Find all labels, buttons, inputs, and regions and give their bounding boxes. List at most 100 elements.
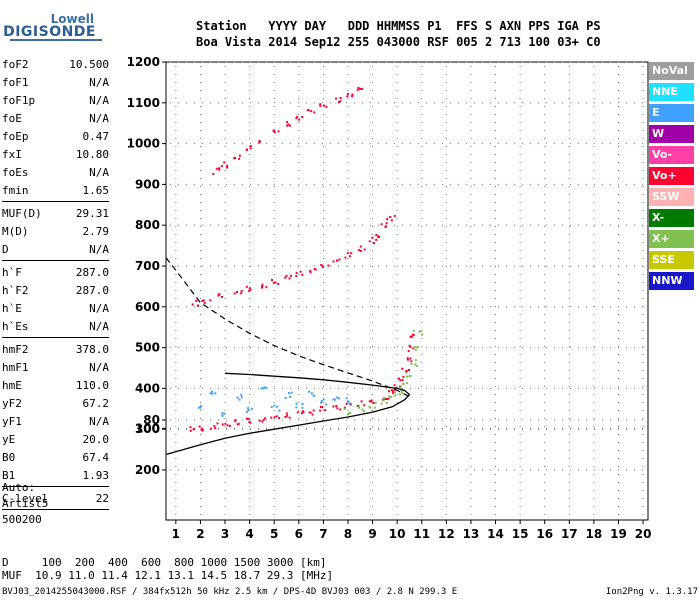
echo-point bbox=[358, 249, 361, 252]
param-value: N/A bbox=[89, 301, 109, 315]
header-row1: Station YYYY DAY DDD HHMMSS P1 FFS S AXN… bbox=[196, 19, 601, 33]
electron-density-profile bbox=[165, 372, 411, 456]
legend-item: X- bbox=[649, 209, 694, 227]
echo-point bbox=[363, 248, 366, 251]
echo-point bbox=[309, 271, 312, 274]
echo-point bbox=[385, 401, 388, 404]
echo-point bbox=[302, 410, 305, 413]
echo-point bbox=[404, 370, 407, 373]
y-tick-label: 80 bbox=[143, 413, 160, 427]
param-label: foE bbox=[2, 111, 22, 125]
param-label: yF1 bbox=[2, 414, 22, 428]
param-row: foF1p N/A bbox=[2, 91, 109, 109]
param-row: C-level 22 bbox=[2, 489, 109, 507]
echo-point bbox=[215, 167, 218, 170]
echo-point bbox=[262, 386, 265, 389]
param-value: 1.65 bbox=[82, 183, 110, 197]
param-label: h`F2 bbox=[2, 283, 29, 297]
echo-point bbox=[383, 396, 386, 399]
echo-point bbox=[406, 382, 409, 385]
param-value: 29.31 bbox=[75, 206, 109, 220]
echo-point bbox=[321, 266, 324, 269]
param-value: N/A bbox=[89, 165, 109, 179]
echo-point bbox=[399, 379, 402, 382]
echo-point bbox=[336, 396, 339, 399]
logo-underline bbox=[10, 39, 102, 41]
echo-point bbox=[272, 281, 275, 284]
echo-point bbox=[264, 417, 267, 420]
param-value: N/A bbox=[89, 360, 109, 374]
echo-point bbox=[289, 274, 292, 277]
echo-point bbox=[223, 161, 226, 164]
x-tick-label: 2 bbox=[196, 527, 204, 541]
echo-point bbox=[258, 141, 261, 144]
echo-point bbox=[295, 274, 298, 277]
echo-point bbox=[400, 389, 403, 392]
echo-point bbox=[298, 118, 301, 121]
x-tick-label: 14 bbox=[487, 527, 504, 541]
echo-point bbox=[270, 405, 273, 408]
echo-point bbox=[240, 396, 243, 399]
echo-point bbox=[402, 375, 405, 378]
echo-point bbox=[313, 268, 316, 271]
legend-item: SSE bbox=[649, 251, 694, 269]
param-value: 1.93 bbox=[82, 468, 110, 482]
param-row: hmF1 N/A bbox=[2, 358, 109, 376]
param-row: D N/A bbox=[2, 240, 109, 258]
echo-point bbox=[211, 392, 214, 395]
station-header: Station YYYY DAY DDD HHMMSS P1 FFS S AXN… bbox=[196, 18, 601, 50]
param-value: 67.2 bbox=[82, 396, 110, 410]
y-tick-label: 500 bbox=[135, 341, 160, 355]
echo-point bbox=[218, 293, 221, 296]
echo-point bbox=[356, 405, 359, 408]
logo-line2: DIGISONDE bbox=[3, 24, 96, 40]
param-value: 10.80 bbox=[75, 147, 109, 161]
echo-point bbox=[321, 264, 324, 267]
echo-point bbox=[373, 406, 376, 409]
param-separator bbox=[2, 337, 109, 338]
echo-point bbox=[296, 411, 299, 414]
file-info-bar: BVJ03_2014255043000.RSF / 384fx512h 50 k… bbox=[2, 587, 698, 597]
echo-point bbox=[332, 260, 335, 263]
echo-point bbox=[312, 409, 315, 412]
echo-point bbox=[265, 387, 268, 390]
echo-point bbox=[274, 281, 277, 284]
echo-point bbox=[233, 292, 236, 295]
echo-point bbox=[238, 157, 241, 160]
x-tick-label: 12 bbox=[438, 527, 455, 541]
echo-point bbox=[270, 416, 273, 419]
echo-point bbox=[358, 405, 361, 408]
echo-point bbox=[308, 411, 311, 414]
echo-point bbox=[388, 390, 391, 393]
echo-point bbox=[410, 335, 413, 338]
echo-point bbox=[324, 403, 327, 406]
param-label: yE bbox=[2, 432, 16, 446]
param-label: h`Es bbox=[2, 319, 29, 333]
echo-point bbox=[322, 398, 325, 401]
echo-point bbox=[401, 378, 404, 381]
echo-point bbox=[288, 395, 291, 398]
param-label: D bbox=[2, 242, 9, 256]
echo-point bbox=[210, 390, 213, 393]
echo-point bbox=[406, 375, 409, 378]
echo-point bbox=[301, 406, 304, 409]
echo-point bbox=[409, 345, 412, 348]
param-value: 378.0 bbox=[75, 342, 109, 356]
echo-point bbox=[284, 276, 287, 279]
echo-point bbox=[214, 392, 217, 395]
echo-point bbox=[201, 429, 204, 432]
echo-point bbox=[390, 219, 393, 222]
echo-point bbox=[313, 111, 316, 114]
echo-point bbox=[247, 418, 250, 421]
param-row: foF2 10.500 bbox=[2, 55, 109, 73]
echo-point bbox=[370, 400, 373, 403]
echo-point bbox=[410, 360, 413, 363]
x-tick-label: 10 bbox=[389, 527, 406, 541]
autoscaling-info: Auto: Artist5 500200 bbox=[2, 480, 48, 528]
echo-point bbox=[314, 268, 317, 271]
echo-point bbox=[247, 408, 250, 411]
echo-point bbox=[284, 397, 287, 400]
param-row: h`E N/A bbox=[2, 299, 109, 317]
echo-point bbox=[286, 124, 289, 127]
echo-point bbox=[324, 409, 327, 412]
